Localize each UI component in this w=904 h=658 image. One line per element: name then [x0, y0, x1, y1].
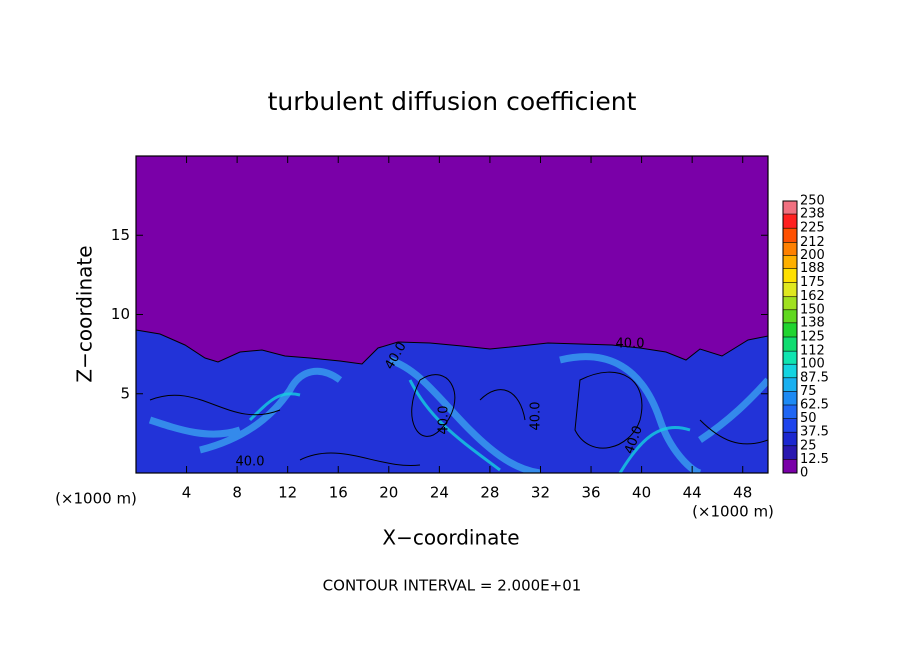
colorbar-swatch — [783, 337, 797, 352]
colorbar-tick-label: 12.5 — [800, 452, 829, 467]
colorbar-swatch — [783, 268, 797, 283]
x-tick-label: 32 — [531, 484, 550, 502]
x-tick-label: 4 — [182, 484, 192, 502]
colorbar-tick-label: 225 — [800, 221, 825, 236]
contour-label: 40.0 — [236, 455, 265, 470]
colorbar-tick-label: 238 — [800, 207, 825, 222]
colorbar-tick-label: 37.5 — [800, 425, 829, 440]
y-axis-label: Z−coordinate — [73, 245, 97, 382]
colorbar-swatch — [783, 445, 797, 460]
colorbar-tick-label: 138 — [800, 315, 825, 330]
colorbar-swatch — [783, 377, 797, 392]
colorbar-tick-label: 212 — [800, 235, 825, 250]
colorbar-swatch — [783, 255, 797, 269]
field — [136, 156, 768, 473]
chart-title: turbulent diffusion coefficient — [268, 87, 637, 116]
colorbar-swatch — [783, 201, 797, 215]
x-axis-label: X−coordinate — [382, 526, 519, 550]
colorbar-swatch — [783, 282, 797, 297]
colorbar-tick-label: 125 — [800, 330, 825, 345]
colorbar-tick-label: 112 — [800, 344, 825, 359]
y-tick-label: 10 — [111, 305, 130, 323]
colorbar-tick-label: 87.5 — [800, 370, 829, 385]
x-tick-label: 24 — [430, 484, 449, 502]
x-tick-label: 20 — [379, 484, 398, 502]
colorbar-swatch — [783, 296, 797, 310]
colorbar-tick-label: 150 — [800, 302, 825, 317]
x-tick-label: 40 — [632, 484, 651, 502]
x-tick-label: 36 — [581, 484, 600, 502]
x-tick-label: 44 — [683, 484, 702, 502]
field-region — [136, 329, 768, 473]
colorbar-swatch — [783, 228, 797, 243]
x-tick-label: 16 — [329, 484, 348, 502]
colorbar-tick-label: 25 — [800, 438, 817, 453]
colorbar-swatch — [783, 391, 797, 405]
colorbar-tick-label: 50 — [800, 411, 817, 426]
field-streak — [148, 353, 768, 473]
y-tick-label: 15 — [111, 226, 130, 244]
colorbar-swatch — [783, 351, 797, 365]
colorbar-swatch — [783, 418, 797, 433]
x-tick-label: 8 — [232, 484, 242, 502]
x-tick-label: 12 — [278, 484, 297, 502]
colorbar-swatch — [783, 459, 797, 473]
unit-label: (×1000 m) — [55, 490, 137, 508]
x-tick-label: 48 — [733, 484, 752, 502]
colorbar-swatch — [783, 405, 797, 419]
contour-label: 40.0 — [437, 406, 452, 435]
contour-label: 40.0 — [529, 402, 544, 431]
colorbar-tick-label: 75 — [800, 384, 817, 399]
colorbar-swatch — [783, 322, 797, 337]
colorbar-swatch — [783, 242, 797, 256]
field-streak — [248, 379, 691, 473]
contour-line — [149, 371, 768, 467]
annotation: CONTOUR INTERVAL = 2.000E+01 — [323, 577, 582, 595]
colorbar-tick-label: 62.5 — [800, 398, 829, 413]
unit-label: (×1000 m) — [692, 503, 774, 521]
colorbar-tick-label: 162 — [800, 289, 825, 304]
x-tick-label: 28 — [480, 484, 499, 502]
colorbar-swatch — [783, 432, 797, 446]
colorbar-swatch — [783, 364, 797, 378]
colorbar-tick-label: 0 — [800, 466, 808, 481]
colorbar-tick-label: 100 — [800, 357, 825, 372]
colorbar-tick-label: 200 — [800, 248, 825, 263]
colorbar-tick-label: 175 — [800, 275, 825, 290]
y-tick-label: 5 — [120, 384, 130, 402]
contour-label: 40.0 — [616, 337, 645, 352]
colorbar-swatch — [783, 214, 797, 229]
colorbar-tick-label: 250 — [800, 194, 825, 209]
colorbar-swatch — [783, 309, 797, 323]
colorbar-tick-label: 188 — [800, 261, 825, 276]
